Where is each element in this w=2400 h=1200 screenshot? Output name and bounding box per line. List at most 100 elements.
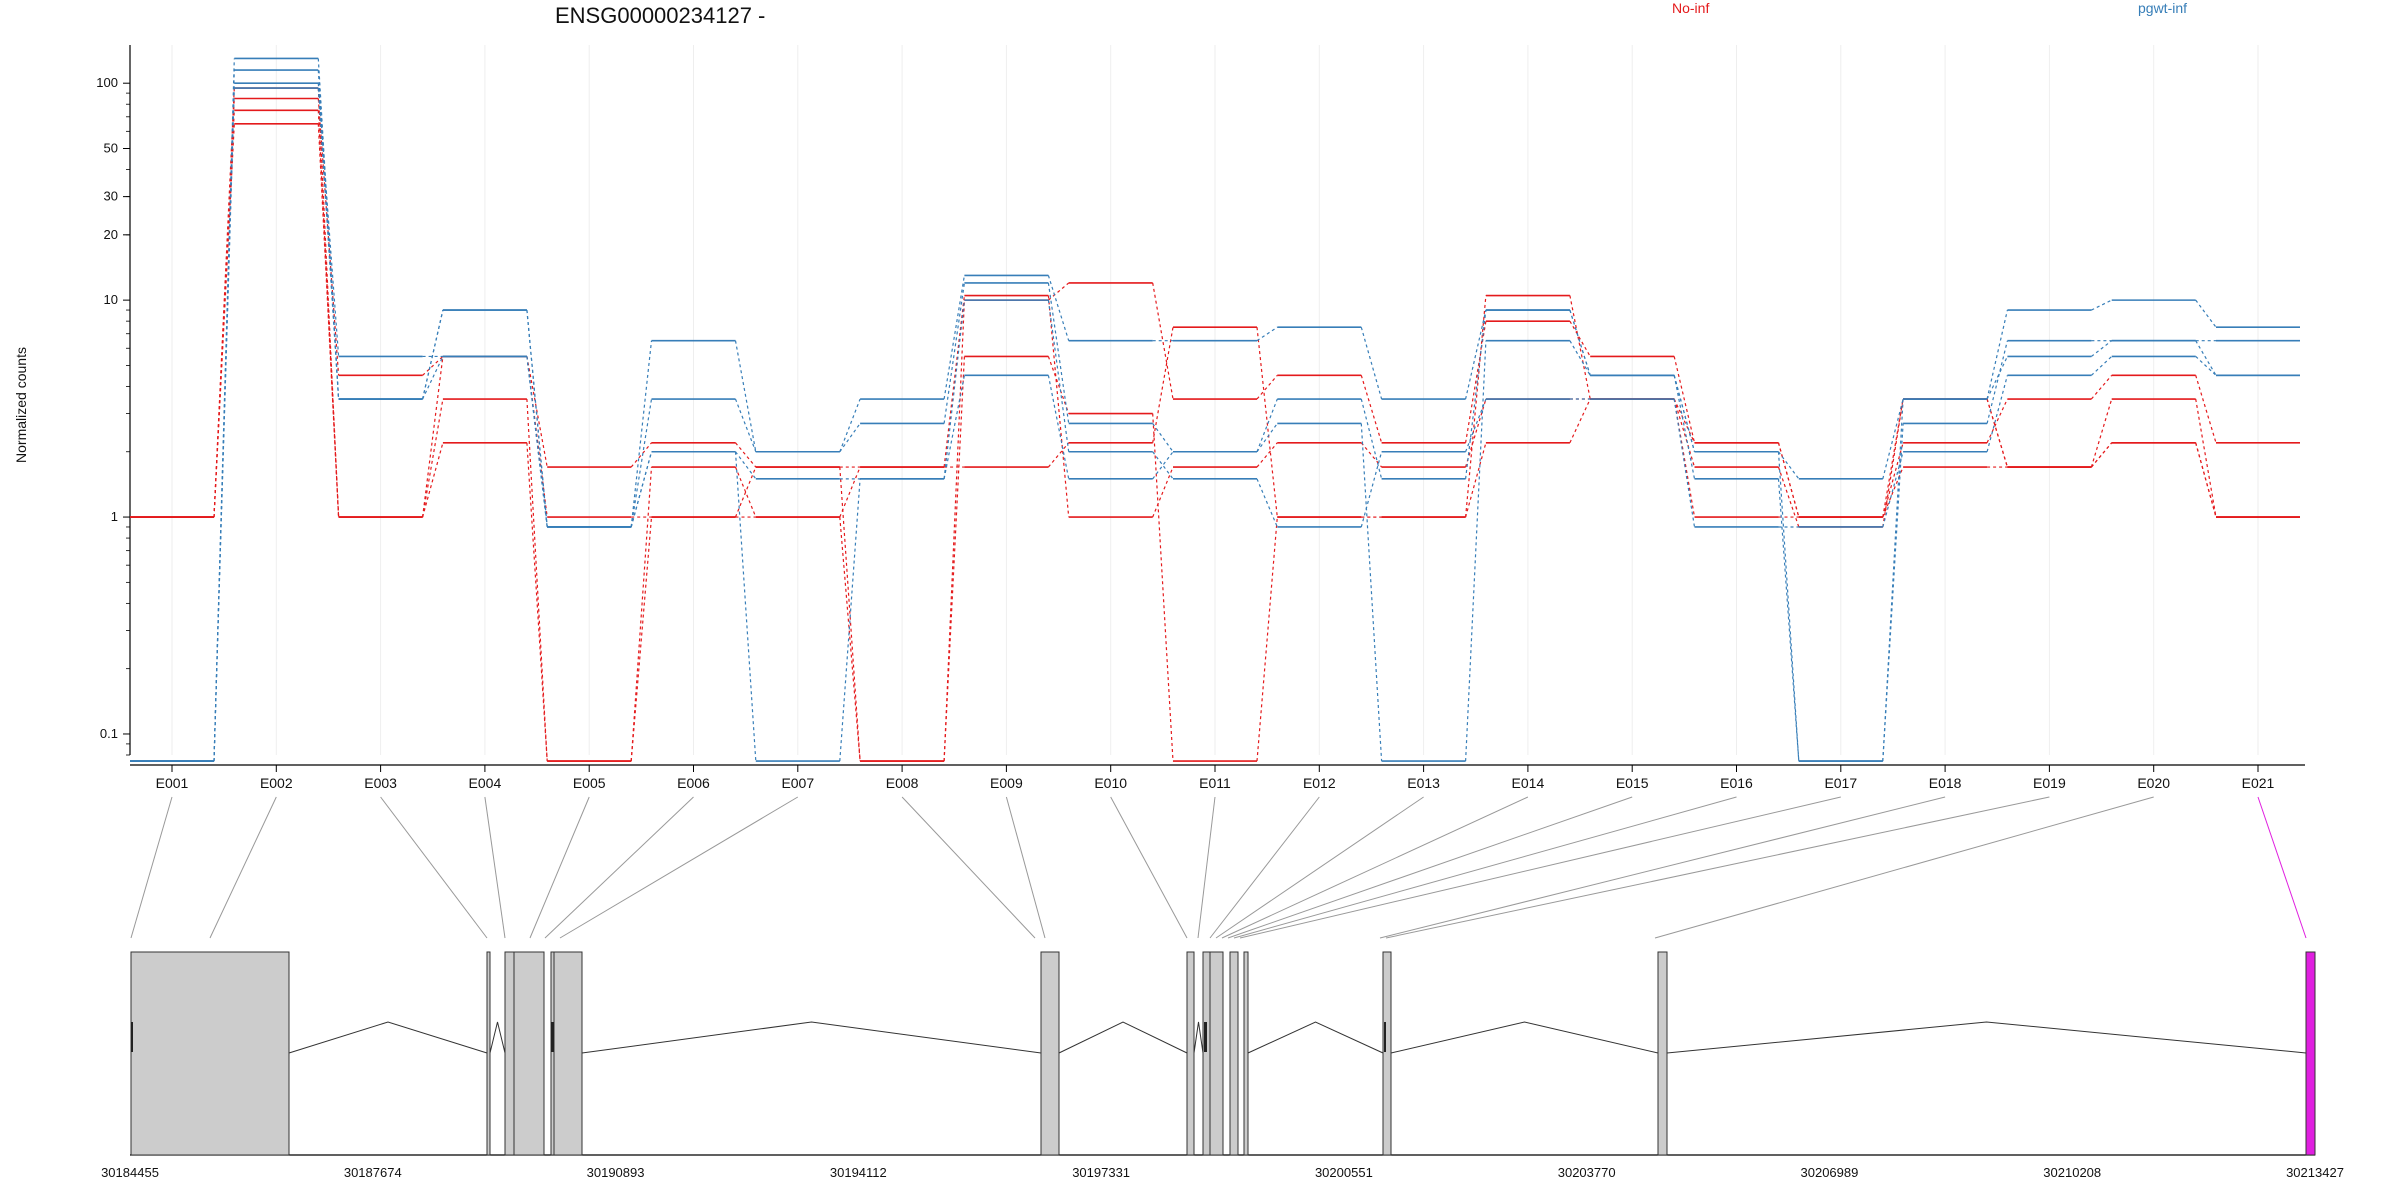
exon-label-e006: E006 xyxy=(677,775,710,791)
series-5-connector-10 xyxy=(1256,423,1278,453)
series-6-connector-10 xyxy=(1256,478,1278,528)
gene-model-track: 30184455 30187674 30190893 30194112 30197331… xyxy=(101,951,2344,1180)
series-7-connector-12 xyxy=(1465,309,1487,479)
series-7-connector-15 xyxy=(1777,478,1800,762)
exon-label-e009: E009 xyxy=(990,775,1023,791)
series-6-connector-17 xyxy=(1986,375,2008,452)
exon-block-9 xyxy=(1209,951,1224,1156)
coordinate-label-8: 30210208 xyxy=(2043,1165,2101,1180)
series-4-connector-10 xyxy=(1256,326,1278,342)
series-2-connector-13 xyxy=(1569,320,1591,357)
series-1-connector-2 xyxy=(422,398,444,518)
series-2-connector-16 xyxy=(1882,442,1904,518)
coordinate-label-3: 30194112 xyxy=(830,1165,887,1180)
connector-e014 xyxy=(1221,796,1529,939)
exon-block-2 xyxy=(504,951,515,1156)
series-2-connector-19 xyxy=(2195,375,2217,443)
coordinate-label-6: 30203770 xyxy=(1558,1165,1616,1180)
exon-label-e002: E002 xyxy=(260,775,293,791)
series-0-connector-10 xyxy=(1256,517,1278,762)
series-7-connector-13 xyxy=(1569,309,1591,376)
connector-e012 xyxy=(1209,796,1320,939)
connector-e019 xyxy=(1385,796,2050,939)
series-2-connector-7 xyxy=(943,300,965,762)
series-5-connector-6 xyxy=(839,423,861,453)
y-axis: 0.1 1 10 20 30 50 100 xyxy=(96,45,131,756)
highlight-exon xyxy=(2305,951,2316,1156)
coordinate-label-5: 30200551 xyxy=(1315,1165,1373,1180)
exon-label-e004: E004 xyxy=(469,775,502,791)
series-3-connector-5 xyxy=(734,466,757,518)
intron-2 xyxy=(581,1021,1042,1054)
series-4-connector-6 xyxy=(839,398,861,452)
exon-block-1 xyxy=(486,951,491,1156)
series-4-connector-0 xyxy=(213,58,235,762)
series-0-connector-2 xyxy=(422,442,444,518)
series-5-connector-5 xyxy=(734,398,757,452)
series-5-connector-2 xyxy=(422,309,444,400)
coordinate-label-1: 30187674 xyxy=(344,1165,402,1180)
series-3-connector-13 xyxy=(1569,295,1591,400)
series-6-connector-8 xyxy=(1047,300,1070,452)
coordinate-label-9: 30213427 xyxy=(2286,1165,2344,1180)
series-7-connector-4 xyxy=(630,451,653,528)
series-0-connector-4 xyxy=(630,517,653,762)
series-2-connector-4 xyxy=(630,442,652,468)
series-6-connector-19 xyxy=(2195,356,2217,376)
series-3-connector-15 xyxy=(1777,442,1800,518)
exon-label-e019: E019 xyxy=(2033,775,2066,791)
series-4-connector-5 xyxy=(734,340,757,452)
y-axis-label: Normalized counts xyxy=(13,347,29,463)
series-7-connector-3 xyxy=(526,356,548,528)
exon-label-e011: E011 xyxy=(1199,775,1231,791)
intron-1 xyxy=(489,1021,506,1054)
intron-4 xyxy=(1193,1021,1204,1054)
connector-e017 xyxy=(1239,796,1841,939)
series-0-connector-13 xyxy=(1569,398,1591,444)
series-1-connector-15 xyxy=(1777,466,1800,528)
legend-entry-pgwt-inf: pgwt-inf xyxy=(2138,0,2187,16)
series-5-connector-7 xyxy=(943,282,965,424)
y-tick-label-1: 1 xyxy=(111,509,118,524)
series-1-connector-7 xyxy=(943,295,965,468)
exon-label-e012: E012 xyxy=(1303,775,1336,791)
series-1-connector-8 xyxy=(1047,295,1070,518)
exon-block-5 xyxy=(553,951,583,1156)
series-1-connector-18 xyxy=(2090,398,2113,468)
series-7-connector-6 xyxy=(839,478,861,762)
series-7-connector-19 xyxy=(2195,340,2217,376)
exon-block-8 xyxy=(1202,951,1211,1156)
series-3-connector-8 xyxy=(1047,442,1070,468)
series-5-connector-8 xyxy=(1047,282,1070,424)
series-7-connector-16 xyxy=(1882,398,1904,762)
intron-0 xyxy=(288,1021,488,1054)
exon-label-e007: E007 xyxy=(781,775,814,791)
series-4-connector-19 xyxy=(2195,299,2217,328)
series-2-connector-8 xyxy=(1048,282,1070,301)
exon-marker-0 xyxy=(131,1022,133,1052)
series-5-connector-12 xyxy=(1465,340,1487,762)
series-2-connector-5 xyxy=(735,442,757,468)
series-6-connector-18 xyxy=(2090,356,2113,376)
connector-e018 xyxy=(1379,796,1946,939)
series-6-connector-11 xyxy=(1360,451,1383,528)
exon-label-e020: E020 xyxy=(2137,775,2170,791)
series-6-connector-14 xyxy=(1673,398,1696,528)
series-3-connector-12 xyxy=(1465,295,1487,518)
connector-e008 xyxy=(901,796,1036,939)
series-1-connector-6 xyxy=(839,466,861,518)
series-1-connector-10 xyxy=(1256,442,1278,468)
series-layer xyxy=(130,57,2300,762)
series-3-connector-16 xyxy=(1882,398,1904,518)
series-6-connector-16 xyxy=(1882,451,1904,528)
series-2-connector-9 xyxy=(1152,282,1174,400)
exon-marker-1 xyxy=(551,1022,554,1052)
connector-e021 xyxy=(2257,796,2307,939)
series-4-connector-13 xyxy=(1569,309,1591,376)
series-2-connector-17 xyxy=(1986,398,2008,444)
series-7-connector-17 xyxy=(1986,356,2008,400)
connector-e001 xyxy=(130,796,173,939)
coordinate-label-2: 30190893 xyxy=(587,1165,645,1180)
x-axis: E001 E002 E003 E004 E005 E006 E007 E008 E009 E010… xyxy=(130,764,2305,791)
